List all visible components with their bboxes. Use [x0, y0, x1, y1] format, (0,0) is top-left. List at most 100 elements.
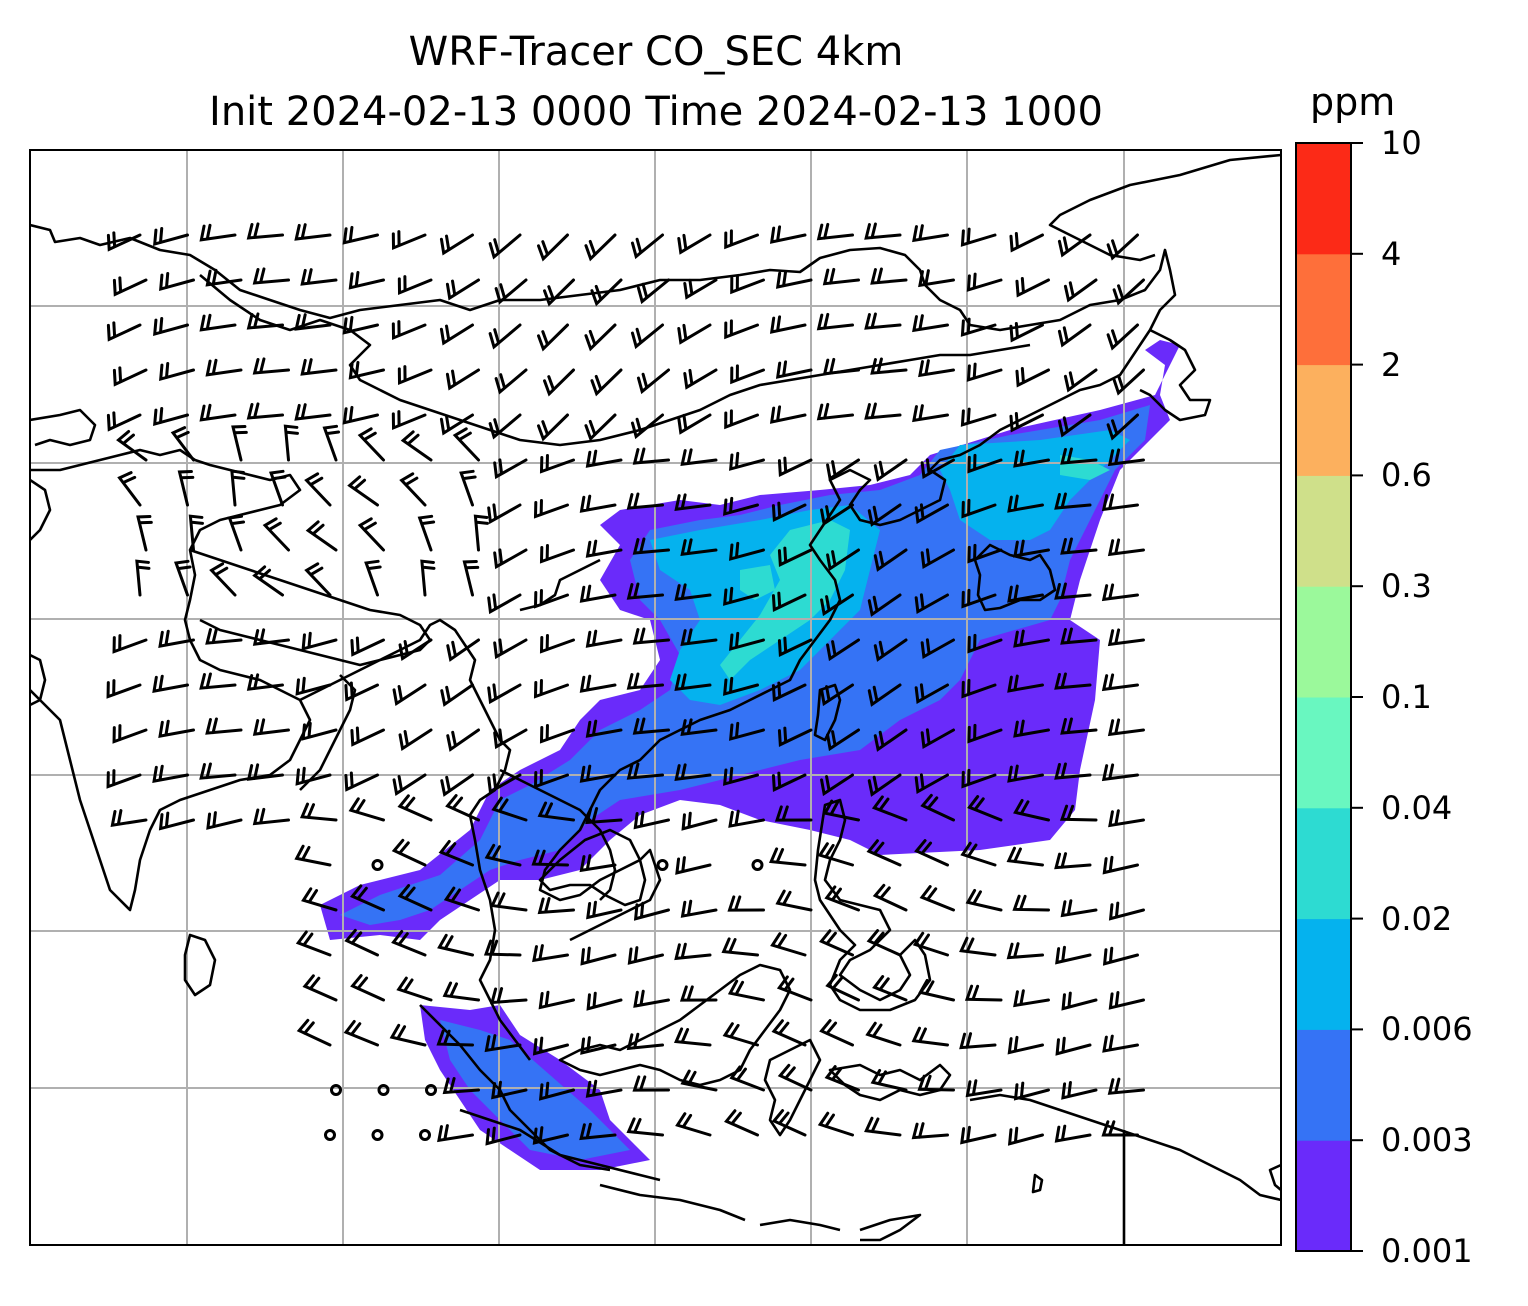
wind-barb	[537, 413, 569, 442]
wind-barb	[585, 1079, 623, 1098]
wind-barb	[252, 565, 284, 597]
wind-barb	[626, 492, 664, 510]
wind-barb	[459, 469, 477, 507]
wind-barb	[914, 839, 949, 867]
wind-barb	[483, 939, 522, 957]
wind-barb	[1112, 278, 1145, 306]
wind-barb	[446, 728, 480, 752]
wind-barb	[826, 728, 860, 752]
wind-barb	[494, 278, 528, 305]
wind-barb	[769, 405, 807, 424]
wind-barb	[632, 447, 670, 465]
wind-barb	[533, 588, 569, 609]
wind-barb	[252, 267, 290, 285]
wind-barb	[680, 538, 718, 557]
wind-barb	[1007, 1035, 1044, 1055]
wind-barb	[967, 543, 1003, 564]
wind-barb	[1055, 1036, 1092, 1056]
wind-barb	[531, 849, 569, 867]
wind-barb	[677, 233, 712, 255]
wind-barb	[586, 900, 623, 920]
wind-barb	[399, 472, 427, 507]
wind-barb	[920, 458, 955, 480]
wind-barb	[1101, 583, 1139, 602]
wind-barb	[1007, 494, 1044, 513]
wind-barb	[870, 267, 908, 285]
wind-barb	[585, 719, 623, 738]
wind-barb	[543, 278, 575, 307]
wind-barb	[1060, 447, 1098, 465]
wind-barb	[532, 1126, 569, 1145]
wind-barb	[230, 469, 246, 507]
wind-barb	[392, 683, 427, 707]
wind-barb	[1057, 323, 1092, 348]
wind-barb	[252, 357, 290, 375]
wind-barb	[918, 359, 955, 378]
wind-barb	[675, 1112, 712, 1137]
colorbar-band	[1296, 807, 1351, 920]
wind-barb	[1108, 991, 1145, 1010]
wind-barb	[1054, 852, 1092, 870]
wind-barb	[723, 676, 759, 696]
wind-barb	[397, 275, 433, 296]
wind-barb	[626, 762, 664, 780]
wind-barb	[580, 946, 617, 966]
wind-barb	[1061, 991, 1098, 1011]
wind-barb	[262, 517, 290, 552]
wind-barb	[1006, 942, 1044, 960]
wind-barb	[417, 514, 436, 552]
wind-barb	[584, 323, 617, 352]
wind-barb	[777, 636, 813, 657]
wind-barb	[1013, 798, 1050, 822]
wind-barb	[675, 856, 712, 875]
colorbar-band	[1296, 364, 1351, 476]
wind-barb	[342, 315, 379, 335]
wind-barb	[912, 224, 949, 243]
wind-barb	[769, 315, 807, 334]
wind-barb	[966, 272, 1003, 292]
wind-barb	[965, 888, 1003, 912]
wind-barb	[112, 276, 148, 297]
wind-barb	[342, 405, 379, 425]
wind-barb	[487, 593, 522, 615]
wind-barb	[112, 366, 148, 387]
colorbar-tick-label: 0.001	[1381, 1232, 1473, 1270]
wind-barb	[364, 559, 382, 597]
wind-barb	[824, 885, 860, 912]
wind-barb	[295, 766, 332, 786]
wind-barb	[1009, 232, 1044, 253]
wind-barb	[585, 629, 623, 648]
wind-barb	[727, 979, 765, 1002]
wind-barbs	[106, 222, 1145, 1146]
wind-barb	[445, 368, 480, 391]
wind-barb	[730, 274, 765, 295]
wind-barb	[579, 854, 617, 873]
wind-barb	[590, 278, 623, 307]
wind-barb	[538, 990, 575, 1010]
wind-barb	[632, 1075, 670, 1092]
wind-barb	[636, 368, 670, 395]
wind-barb	[491, 1080, 528, 1100]
wind-barb	[488, 323, 522, 350]
wind-barb	[961, 588, 997, 609]
wind-barb	[965, 1079, 1003, 1098]
wind-barb	[730, 364, 765, 385]
wind-barb	[918, 978, 955, 1002]
wind-barb	[586, 991, 623, 1011]
wind-barb	[473, 514, 489, 552]
wind-barb	[674, 942, 712, 961]
wind-barb	[1013, 989, 1050, 1008]
wind-barb	[727, 895, 765, 912]
wind-barb	[912, 931, 949, 957]
wind-barb	[960, 227, 997, 247]
wind-barb	[294, 844, 332, 867]
wind-barb	[579, 764, 617, 783]
wind-barb	[724, 319, 759, 340]
wind-barb	[484, 843, 522, 867]
wind-barb	[442, 981, 480, 1002]
wind-barb	[136, 515, 153, 552]
wind-barb	[294, 313, 332, 331]
wind-barb	[532, 1036, 569, 1056]
wind-barb	[491, 796, 528, 822]
wind-barb	[269, 469, 287, 507]
